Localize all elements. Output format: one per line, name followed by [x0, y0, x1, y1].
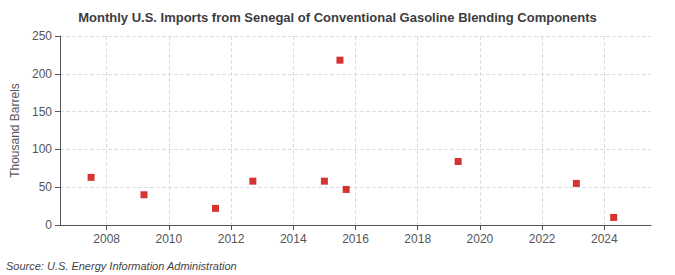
svg-text:250: 250: [32, 29, 52, 43]
svg-text:150: 150: [32, 105, 52, 119]
svg-text:2022: 2022: [529, 232, 556, 246]
svg-text:2020: 2020: [467, 232, 494, 246]
svg-text:200: 200: [32, 67, 52, 81]
svg-text:2016: 2016: [342, 232, 369, 246]
svg-text:2012: 2012: [218, 232, 245, 246]
svg-text:2008: 2008: [93, 232, 120, 246]
svg-text:2024: 2024: [591, 232, 618, 246]
svg-text:2018: 2018: [404, 232, 431, 246]
svg-text:0: 0: [45, 218, 52, 232]
svg-text:Source: U.S. Energy Informatio: Source: U.S. Energy Information Administ…: [6, 260, 237, 272]
svg-text:Thousand Barrels: Thousand Barrels: [8, 83, 22, 178]
svg-text:2010: 2010: [156, 232, 183, 246]
svg-text:50: 50: [39, 180, 53, 194]
svg-text:Monthly U.S. Imports from Sene: Monthly U.S. Imports from Senegal of Con…: [78, 10, 597, 25]
svg-text:100: 100: [32, 142, 52, 156]
svg-text:2014: 2014: [280, 232, 307, 246]
